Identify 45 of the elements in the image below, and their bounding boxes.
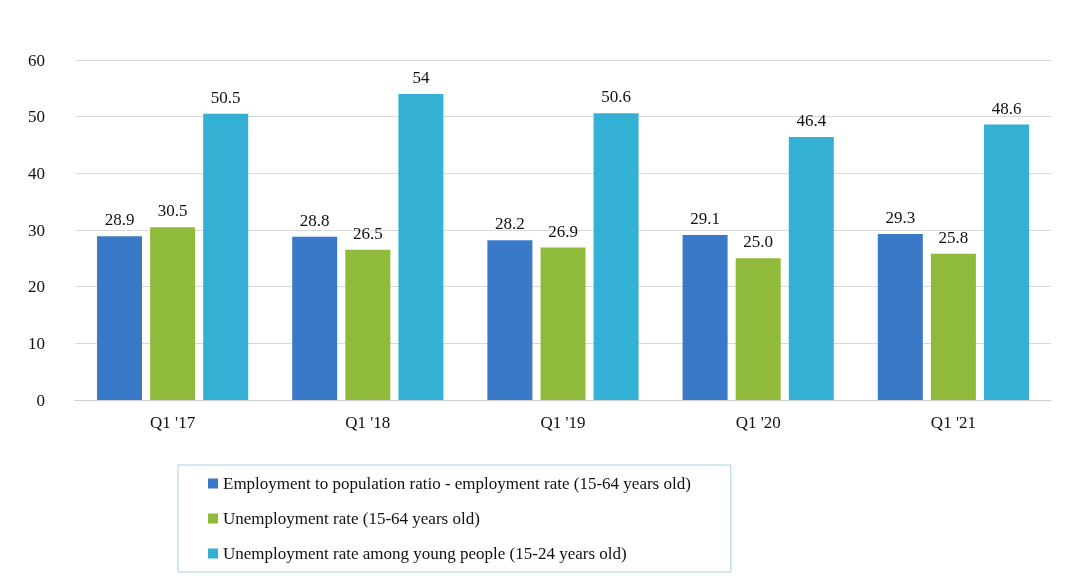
data-label: 46.4 [796, 111, 827, 131]
bar [877, 233, 923, 400]
bar [540, 247, 586, 400]
data-label: 28.8 [299, 210, 330, 230]
data-label: 29.1 [690, 209, 720, 229]
legend-label: Unemployment rate (15-64 years old) [223, 509, 480, 528]
x-tick-label: Q1 '19 [540, 413, 586, 432]
y-tick-label: 20 [28, 277, 45, 297]
x-tick-label: Q1 '20 [735, 413, 781, 432]
y-tick-label: 10 [28, 333, 45, 353]
bar [682, 235, 728, 400]
data-label: 50.5 [210, 87, 241, 107]
data-label: 30.5 [157, 201, 188, 221]
bar [398, 94, 444, 400]
bar [984, 124, 1029, 400]
bar [150, 227, 196, 400]
bar [788, 137, 834, 400]
data-label: 28.9 [104, 210, 135, 230]
x-tick-label: Q1 '18 [345, 413, 391, 432]
bar [593, 113, 639, 400]
data-label: 25.8 [938, 227, 969, 247]
legend-label: Employment to population ratio - employment rate (15-64 years old) [223, 474, 691, 493]
bar [735, 258, 781, 400]
bar [345, 249, 391, 400]
data-label: 25.0 [743, 232, 774, 252]
bar [97, 236, 142, 400]
legend-label: Unemployment rate among young people (15-24 years old) [223, 544, 627, 563]
data-label: 50.6 [601, 87, 631, 107]
data-label: 26.9 [548, 221, 578, 241]
data-label: 29.3 [885, 207, 916, 227]
y-tick-label: 50 [28, 107, 45, 127]
data-label: 48.6 [991, 98, 1022, 118]
bar [930, 253, 976, 400]
bar [487, 240, 533, 400]
y-tick-label: 40 [28, 163, 45, 183]
data-label: 26.5 [352, 223, 383, 243]
x-tick-label: Q1 '17 [150, 413, 196, 432]
y-tick-label: 0 [36, 390, 45, 410]
bar [292, 236, 338, 400]
y-tick-label: 60 [28, 50, 45, 70]
bar [203, 113, 249, 400]
y-tick-label: 30 [28, 220, 45, 240]
data-label: 28.2 [495, 214, 525, 234]
data-label: 54 [412, 68, 430, 87]
x-tick-label: Q1 '21 [930, 413, 976, 432]
